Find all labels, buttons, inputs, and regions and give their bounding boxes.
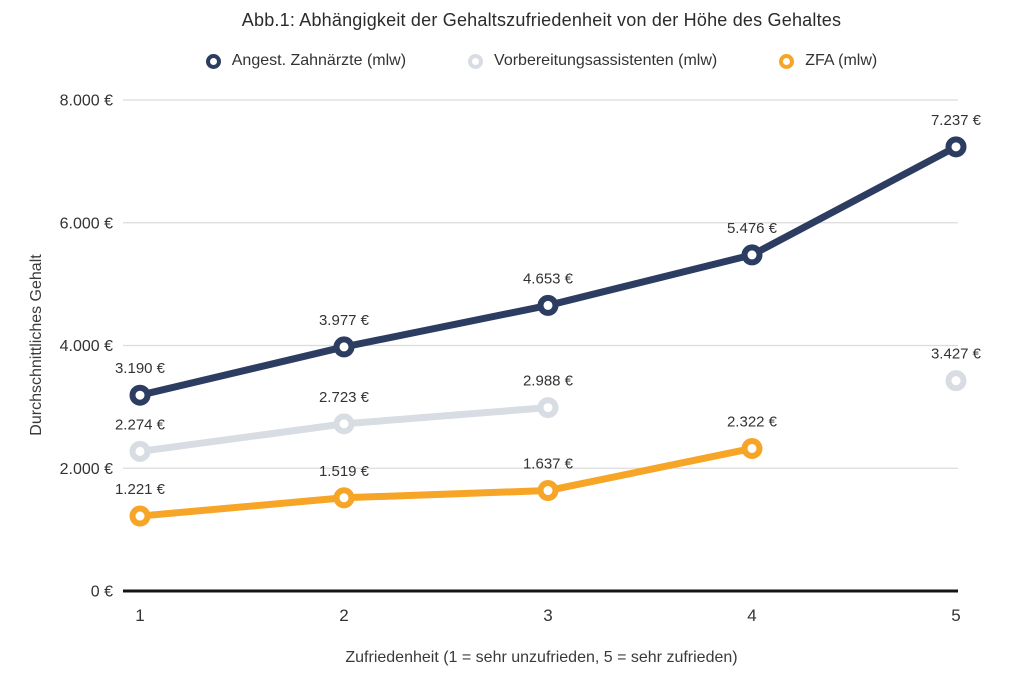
data-point-marker-series-0: [129, 384, 151, 406]
data-point-marker-series-2: [129, 505, 151, 527]
data-point-marker-series-0: [333, 336, 355, 358]
chart-title: Abb.1: Abhängigkeit der Gehaltszufrieden…: [241, 10, 842, 30]
data-point-label: 2.322 €: [727, 413, 778, 430]
data-point-label: 3.190 €: [115, 360, 166, 377]
legend-item-zfa: ZFA (mlw): [779, 52, 877, 70]
data-point-marker-series-2: [537, 480, 559, 502]
data-point-label: 7.237 €: [931, 112, 982, 129]
y-tick-label: 8.000 €: [60, 93, 113, 110]
data-point-label: 1.637 €: [523, 456, 574, 473]
data-point-marker-series-0: [741, 244, 763, 266]
legend-label: ZFA (mlw): [805, 52, 878, 69]
ring-marker-icon: [468, 53, 484, 69]
data-point-label: 4.653 €: [523, 270, 574, 287]
legend-item-vorbereitungsassistenten: Vorbereitungsassistenten (mlw): [468, 52, 717, 70]
data-point-marker-series-1: [945, 370, 967, 392]
x-axis-title: Zufriedenheit (1 = sehr unzufrieden, 5 =…: [345, 649, 738, 666]
data-point-label: 3.977 €: [319, 312, 370, 329]
legend-label: Angest. Zahnärzte (mlw): [231, 52, 407, 69]
data-point-label: 1.519 €: [319, 463, 370, 480]
y-tick-label: 6.000 €: [60, 215, 113, 232]
x-tick-label: 3: [543, 606, 552, 625]
data-point-marker-series-1: [333, 413, 355, 435]
x-tick-label: 4: [747, 606, 756, 625]
data-point-marker-series-0: [945, 136, 967, 158]
legend-label: Vorbereitungsassistenten (mlw): [494, 52, 718, 69]
data-point-label: 5.476 €: [727, 220, 778, 237]
chart-legend: Angest. Zahnärzte (mlw) Vorbereitungsass…: [125, 52, 958, 70]
y-tick-label: 0 €: [91, 584, 113, 601]
data-point-marker-series-0: [537, 294, 559, 316]
data-point-label: 1.221 €: [115, 481, 166, 498]
x-tick-label: 5: [951, 606, 960, 625]
y-tick-label: 2.000 €: [60, 461, 113, 478]
data-point-label: 2.723 €: [319, 389, 370, 406]
ring-marker-icon: [205, 53, 221, 69]
y-tick-label: 4.000 €: [60, 338, 113, 355]
data-point-marker-series-1: [537, 397, 559, 419]
data-point-marker-series-1: [129, 440, 151, 462]
ring-marker-icon: [779, 53, 795, 69]
data-point-label: 2.988 €: [523, 373, 574, 390]
data-point-marker-series-2: [333, 487, 355, 509]
data-point-label: 3.427 €: [931, 346, 982, 363]
data-point-marker-series-2: [741, 437, 763, 459]
x-tick-label: 1: [135, 606, 144, 625]
legend-item-angest-zahnaerzte: Angest. Zahnärzte (mlw): [205, 52, 407, 70]
data-point-label: 2.274 €: [115, 416, 166, 433]
x-tick-label: 2: [339, 606, 348, 625]
series-line-2: [136, 444, 756, 520]
